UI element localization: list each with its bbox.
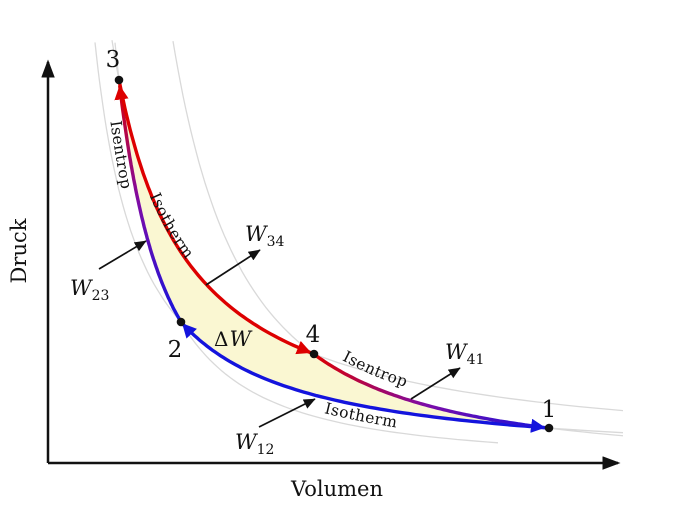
extended-isotherm-hot-curve	[111, 40, 623, 412]
state-point-3-dot	[114, 75, 124, 85]
state-point-2-label: 2	[168, 337, 183, 363]
state-point-1-dot	[544, 423, 554, 433]
state-point-3-label: 3	[106, 47, 121, 73]
w41-arrow	[410, 367, 461, 400]
y-axis-label: Druck	[7, 218, 31, 283]
net-work-label: ΔW	[214, 327, 253, 351]
w23-label: W23	[70, 276, 109, 304]
isotherm-cold-segment-1-2	[181, 322, 551, 430]
w41-label: W41	[445, 340, 484, 368]
state-point-1-label: 1	[542, 397, 557, 423]
w12-arrow	[258, 398, 316, 428]
w34-label: W34	[245, 222, 285, 250]
w12-label: W12	[235, 430, 274, 458]
isentrope-segment-4-1	[312, 352, 546, 433]
work-arrows-group	[98, 240, 461, 428]
cycle-enclosed-area	[119, 79, 549, 429]
x-axis-label: Volumen	[290, 477, 383, 501]
state-point-2-dot	[176, 317, 186, 327]
state-point-4-dot	[309, 349, 319, 359]
cycle-segments-group	[114, 78, 551, 433]
state-point-4-label: 4	[306, 322, 321, 348]
isentrope-segment-2-3	[114, 84, 183, 324]
axes-group	[41, 59, 621, 470]
isotherm-hot-segment-3-4	[117, 78, 312, 355]
w23-arrow	[98, 240, 147, 270]
w34-arrow	[205, 249, 261, 286]
state-points-group	[114, 75, 554, 433]
